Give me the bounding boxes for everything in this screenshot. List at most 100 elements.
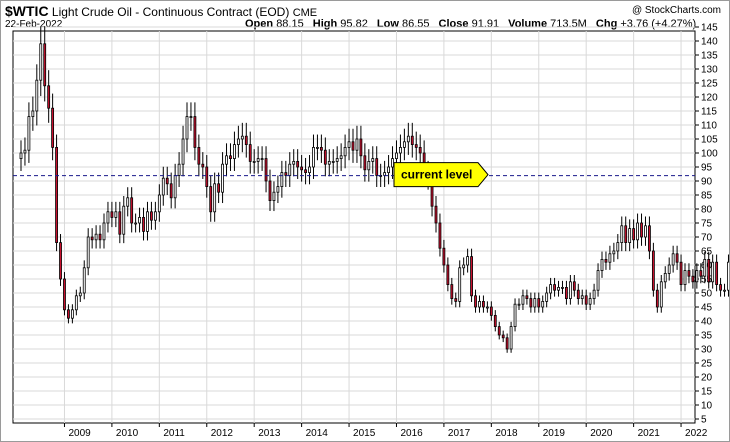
candle-body <box>399 146 402 154</box>
candle-body <box>474 295 477 308</box>
candle-body <box>628 228 632 244</box>
candle-body <box>584 295 588 305</box>
candle-body <box>592 289 596 300</box>
candle-body <box>304 169 307 174</box>
x-tick-label: 2013 <box>258 428 281 439</box>
candle-body <box>509 326 513 350</box>
candle-body <box>462 264 466 269</box>
candle-body <box>458 267 462 302</box>
candle-body <box>541 300 545 308</box>
candle-body <box>82 267 86 294</box>
y-tick-label: 135 <box>701 51 718 62</box>
candle-body <box>383 172 387 176</box>
plot-area <box>12 30 696 424</box>
candle-body <box>351 141 355 151</box>
candle-body <box>90 236 94 241</box>
candle-body <box>233 144 236 160</box>
candle-body <box>533 298 537 308</box>
candle-body <box>110 211 114 218</box>
y-tick-label: 120 <box>701 93 718 104</box>
candle-body <box>723 289 726 292</box>
candle-body <box>414 144 418 148</box>
candle-body <box>142 216 145 232</box>
y-tick-label: 55 <box>701 275 713 286</box>
candle-body <box>244 135 248 145</box>
candle-body <box>596 270 600 291</box>
x-tick-label: 2021 <box>638 428 661 439</box>
y-tick-label: 50 <box>701 289 713 300</box>
candle-body <box>640 222 643 238</box>
candle-body <box>402 141 406 148</box>
candle-body <box>671 253 675 266</box>
candle-body <box>276 186 280 193</box>
candle-body <box>284 172 288 176</box>
candle-body <box>335 158 339 162</box>
candle-body <box>308 166 311 173</box>
candle-body <box>157 194 161 213</box>
candle-body <box>470 256 473 297</box>
candle-body <box>624 225 628 244</box>
y-tick-label: 60 <box>701 261 713 272</box>
candle-body <box>256 158 260 162</box>
candle-body <box>675 253 679 263</box>
candle-body <box>300 166 304 171</box>
candle-body <box>209 186 213 213</box>
candle-body <box>387 166 390 173</box>
candle-body <box>70 309 74 319</box>
candle-body <box>406 135 410 143</box>
candle-body <box>727 261 729 291</box>
candle-body <box>454 298 458 302</box>
x-tick-label: 2011 <box>163 428 185 439</box>
y-tick-label: 25 <box>701 359 713 370</box>
y-tick-label: 30 <box>701 345 713 356</box>
x-tick-label: 2017 <box>448 428 471 439</box>
candle-body <box>55 146 58 243</box>
y-tick-label: 115 <box>701 107 717 118</box>
candle-body <box>331 160 335 163</box>
x-tick-label: 2014 <box>306 428 329 439</box>
candle-body <box>711 261 715 283</box>
y-tick-label: 75 <box>701 219 713 230</box>
candle-body <box>323 149 327 165</box>
candle-body <box>51 107 55 148</box>
candle-body <box>114 211 118 218</box>
candle-body <box>39 43 43 81</box>
y-tick-label: 20 <box>701 373 713 384</box>
x-tick-label: 2018 <box>495 428 518 439</box>
candle-body <box>327 160 331 165</box>
candle-body <box>482 300 485 308</box>
candle-body <box>260 158 264 161</box>
x-tick-label: 2010 <box>116 428 139 439</box>
candle-body <box>150 211 153 221</box>
candle-body <box>648 225 651 252</box>
candle-body <box>719 284 722 291</box>
candle-body <box>173 174 177 199</box>
y-tick-label: 100 <box>701 149 718 160</box>
candle-body <box>31 110 35 117</box>
ticker-symbol: $WTIC <box>5 3 49 19</box>
x-tick-label: 2009 <box>68 428 91 439</box>
candle-body <box>296 160 300 168</box>
candle-body <box>23 149 27 154</box>
candle-body <box>181 138 185 165</box>
candle-body <box>612 250 616 255</box>
candle-body <box>292 160 296 165</box>
candle-body <box>434 205 438 224</box>
candle-body <box>489 306 493 316</box>
x-tick-label: 2019 <box>543 428 566 439</box>
candle-body <box>221 163 224 193</box>
candle-body <box>450 284 454 300</box>
x-tick-label: 2015 <box>353 428 376 439</box>
candle-body <box>391 158 394 168</box>
candle-body <box>363 155 367 171</box>
candle-body <box>217 183 221 193</box>
candle-body <box>74 295 78 311</box>
candle-body <box>355 138 359 151</box>
candle-body <box>122 205 126 235</box>
current-level-label: current level <box>401 168 472 182</box>
candle-body <box>513 303 517 328</box>
candle-body <box>651 250 655 291</box>
candle-body <box>600 258 604 271</box>
candle-body <box>588 298 592 305</box>
